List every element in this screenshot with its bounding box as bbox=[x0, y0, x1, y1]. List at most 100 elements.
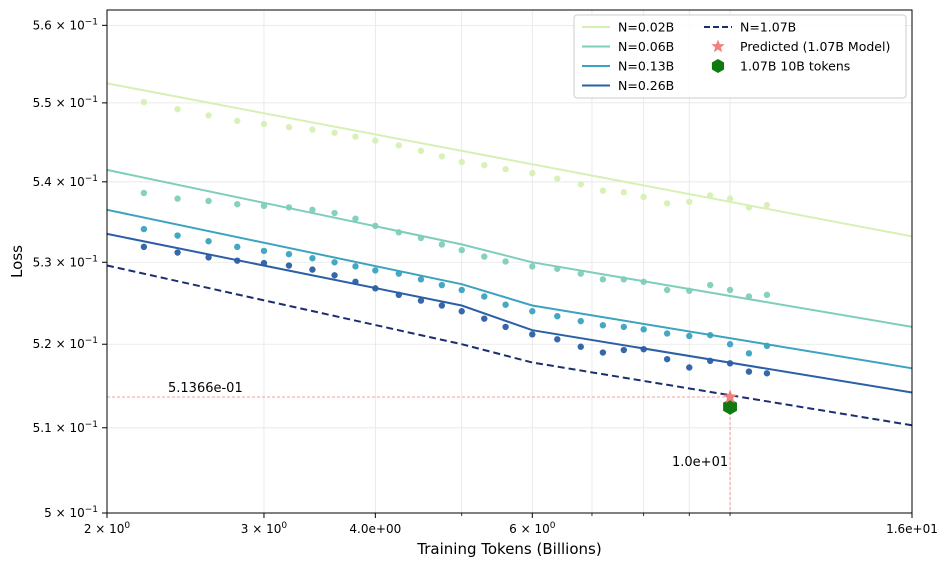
y-axis-label: Loss bbox=[8, 245, 26, 278]
data-point bbox=[458, 308, 465, 315]
data-point bbox=[745, 204, 753, 211]
data-point bbox=[663, 200, 671, 207]
data-point bbox=[309, 255, 316, 262]
legend-label: N=0.06B bbox=[618, 39, 674, 54]
data-point bbox=[395, 291, 403, 299]
data-point bbox=[529, 308, 536, 315]
data-point bbox=[395, 229, 403, 236]
legend: N=0.02B N=0.06B N=0.13B N=0.26B N=1.07B Predi… bbox=[573, 14, 907, 99]
data-point bbox=[417, 234, 425, 242]
data-point bbox=[309, 266, 316, 273]
data-point bbox=[529, 263, 536, 270]
data-point bbox=[577, 317, 584, 325]
data-point bbox=[706, 331, 714, 339]
data-point bbox=[458, 158, 465, 166]
data-point bbox=[438, 281, 446, 289]
data-point bbox=[686, 198, 693, 206]
data-point bbox=[395, 142, 403, 149]
data-point bbox=[352, 215, 359, 222]
data-point bbox=[686, 332, 693, 340]
legend-label: N=1.07B bbox=[740, 20, 796, 35]
data-point bbox=[640, 345, 647, 353]
data-point bbox=[260, 120, 268, 128]
fit-line-n-1-07b bbox=[106, 264, 913, 427]
data-point bbox=[554, 336, 561, 343]
data-point bbox=[502, 165, 509, 173]
data-point bbox=[663, 355, 671, 363]
legend-label: Predicted (1.07B Model) bbox=[740, 39, 890, 54]
data-point bbox=[599, 187, 607, 194]
data-point bbox=[481, 293, 488, 300]
y-tick-label: 5.4 × 10−1 bbox=[33, 174, 98, 189]
data-point bbox=[174, 232, 181, 239]
data-point bbox=[686, 287, 693, 294]
data-point bbox=[174, 249, 181, 256]
data-point bbox=[577, 181, 584, 188]
data-point bbox=[663, 286, 671, 294]
data-point bbox=[285, 262, 293, 269]
data-point bbox=[481, 315, 488, 322]
data-point bbox=[331, 209, 338, 217]
data-point bbox=[554, 175, 561, 182]
data-point bbox=[554, 312, 561, 320]
plot-frame bbox=[106, 9, 913, 514]
fit-line-n-0-02b bbox=[106, 82, 913, 238]
data-point bbox=[417, 276, 425, 283]
data-point bbox=[372, 285, 379, 292]
fit-line-n-0-26b bbox=[106, 232, 913, 394]
data-point bbox=[260, 259, 268, 267]
y-tick-label: 5.5 × 10−1 bbox=[33, 95, 98, 110]
data-point bbox=[599, 276, 607, 283]
data-point bbox=[726, 195, 734, 202]
data-point bbox=[577, 343, 584, 350]
fit-lines bbox=[106, 82, 913, 427]
x-tick-label: 6 × 100 bbox=[509, 521, 556, 536]
data-point bbox=[599, 349, 607, 356]
fit-line-n-0-06b bbox=[106, 168, 913, 328]
data-point bbox=[438, 302, 446, 309]
legend-box bbox=[573, 14, 907, 99]
legend-swatch-star bbox=[711, 39, 725, 53]
data-point bbox=[372, 267, 379, 274]
data-points bbox=[140, 98, 771, 377]
data-point bbox=[706, 192, 714, 199]
x-tick-label: 4.0e+00 bbox=[349, 522, 401, 536]
data-point bbox=[763, 342, 771, 350]
data-point bbox=[285, 204, 293, 211]
data-point bbox=[417, 147, 425, 155]
x-tick-label: 3 × 100 bbox=[241, 521, 288, 536]
legend-label: N=0.26B bbox=[618, 78, 674, 93]
x-tick-label: 2 × 100 bbox=[84, 521, 131, 536]
annotation-y-value: 5.1366e-01 bbox=[168, 381, 243, 396]
x-axis-label: Training Tokens (Billions) bbox=[416, 540, 601, 558]
data-point bbox=[640, 326, 647, 333]
data-point bbox=[174, 105, 181, 113]
data-point bbox=[726, 360, 734, 367]
data-point bbox=[331, 259, 338, 266]
data-point bbox=[309, 126, 316, 133]
data-point bbox=[234, 117, 241, 125]
legend-swatch-hexagon bbox=[711, 59, 725, 73]
data-point bbox=[481, 161, 488, 169]
data-point bbox=[620, 189, 628, 196]
data-point bbox=[599, 322, 607, 329]
data-point bbox=[372, 137, 379, 144]
annotation-lines bbox=[107, 396, 731, 513]
data-point bbox=[620, 346, 628, 354]
data-point bbox=[745, 368, 753, 375]
legend-label: N=0.02B bbox=[618, 20, 674, 35]
data-point bbox=[140, 189, 148, 197]
data-point bbox=[309, 206, 316, 214]
data-point bbox=[140, 225, 148, 233]
data-point bbox=[529, 331, 536, 338]
data-point bbox=[205, 238, 212, 245]
data-point bbox=[417, 297, 425, 304]
data-point bbox=[331, 272, 338, 279]
data-point bbox=[763, 201, 771, 209]
data-point bbox=[352, 263, 359, 270]
data-point bbox=[260, 247, 268, 255]
data-point bbox=[502, 323, 509, 331]
special-markers bbox=[722, 389, 738, 415]
